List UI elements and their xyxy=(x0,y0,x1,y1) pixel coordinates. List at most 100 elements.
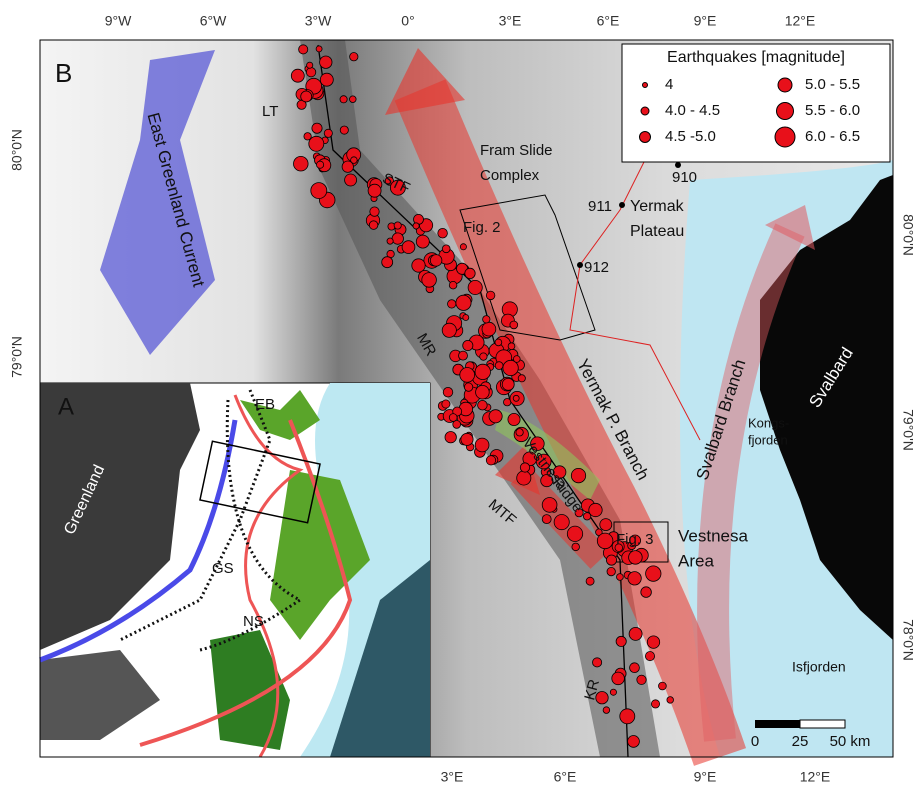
axis-label: 3°W xyxy=(305,13,332,29)
earthquake xyxy=(345,174,357,186)
earthquake xyxy=(317,161,324,168)
earthquake xyxy=(301,91,312,102)
earthquake xyxy=(630,663,640,673)
earthquake xyxy=(518,375,525,382)
earthquake xyxy=(442,245,450,253)
earthquake xyxy=(350,96,357,103)
earthquake xyxy=(449,414,457,422)
earthquake xyxy=(340,126,348,134)
axis-label: 12°E xyxy=(785,13,816,29)
earthquake xyxy=(483,316,490,323)
earthquake xyxy=(486,456,495,465)
earthquake xyxy=(299,45,308,54)
earthquake xyxy=(586,577,594,585)
earthquake xyxy=(516,429,523,436)
station-label: 910 xyxy=(672,169,697,186)
axis-label: 80°0'N xyxy=(9,129,25,171)
earthquake xyxy=(387,238,393,244)
earthquake xyxy=(402,241,415,254)
earthquake xyxy=(460,368,475,383)
earthquake xyxy=(351,157,358,164)
earthquake xyxy=(554,515,569,530)
earthquake xyxy=(637,675,646,684)
earthquake xyxy=(291,69,304,82)
legend-label: 4.5 -5.0 xyxy=(665,128,716,145)
earthquake xyxy=(513,356,520,363)
earthquake xyxy=(647,636,659,648)
earthquake xyxy=(324,129,332,137)
axis-label: 9°W xyxy=(105,13,132,29)
map-label: fjorden xyxy=(748,432,788,447)
earthquake xyxy=(659,682,667,690)
earthquake xyxy=(517,471,531,485)
inset-label: EB xyxy=(255,396,275,413)
earthquake xyxy=(430,255,442,267)
earthquake xyxy=(489,410,502,423)
earthquake xyxy=(610,689,616,695)
legend-label: 4.0 - 4.5 xyxy=(665,102,720,119)
axis-label: 3°E xyxy=(441,769,464,785)
inset: A EB Greenland GS NS xyxy=(40,383,430,757)
inset-label: GS xyxy=(212,560,234,577)
map-label: Isfjorden xyxy=(792,659,846,675)
figure: 910 911 912 A EB Greenland GS NS B Earth… xyxy=(0,0,923,797)
earthquake xyxy=(368,184,381,197)
earthquake xyxy=(465,268,475,278)
earthquake xyxy=(628,736,640,748)
earthquake xyxy=(445,432,456,443)
axis-label: 6°W xyxy=(200,13,227,29)
inset-label: NS xyxy=(243,613,264,630)
earthquake xyxy=(392,233,403,244)
earthquake xyxy=(307,62,313,68)
legend-symbol xyxy=(643,83,648,88)
earthquake xyxy=(645,652,654,661)
map-label: Fig. 3 xyxy=(616,531,654,548)
axis-label: 0° xyxy=(401,13,414,29)
earthquake xyxy=(495,339,502,346)
earthquake xyxy=(413,223,419,229)
earthquake xyxy=(456,295,471,310)
earthquake xyxy=(641,587,652,598)
legend-label: 6.0 - 6.5 xyxy=(805,128,860,145)
earthquake xyxy=(443,387,453,397)
earthquake xyxy=(350,53,358,61)
earthquake xyxy=(475,364,490,379)
earthquake xyxy=(463,315,469,321)
earthquake xyxy=(629,627,642,640)
earthquake xyxy=(476,385,490,399)
map-label: Yermak xyxy=(630,198,685,215)
earthquake xyxy=(513,395,519,401)
legend-label: 4 xyxy=(665,76,673,93)
earthquake xyxy=(311,183,327,199)
earthquake xyxy=(316,46,322,52)
legend-label: 5.5 - 6.0 xyxy=(805,102,860,119)
scale-label: 0 xyxy=(751,733,759,750)
panel-label: A xyxy=(58,393,74,420)
legend: Earthquakes [magnitude] 4 4.0 - 4.5 4.5 -5… xyxy=(622,44,890,162)
legend-title: Earthquakes [magnitude] xyxy=(667,49,845,66)
earthquake xyxy=(475,438,489,452)
map-label: Fram Slide xyxy=(480,142,553,159)
earthquake xyxy=(394,222,401,229)
earthquake xyxy=(448,300,456,308)
earthquake xyxy=(542,515,551,524)
map-label: Fig. 2 xyxy=(463,219,501,236)
earthquake xyxy=(412,259,425,272)
station-label: 911 xyxy=(588,198,612,215)
scale-seg xyxy=(800,720,845,728)
earthquake xyxy=(464,383,472,391)
axis-label: 6°E xyxy=(554,769,577,785)
map-label: Area xyxy=(678,551,714,570)
legend-symbol xyxy=(778,78,792,92)
earthquake xyxy=(603,707,610,714)
earthquake xyxy=(478,400,488,410)
axis-label: 12°E xyxy=(800,769,831,785)
map-label: Kongs- xyxy=(748,415,789,430)
earthquake xyxy=(438,228,448,238)
earthquake xyxy=(593,658,602,667)
scale-label: 25 xyxy=(792,733,809,750)
earthquake xyxy=(294,156,309,171)
earthquake xyxy=(382,257,393,268)
axis-label: 79°0'N xyxy=(900,409,916,451)
earthquake xyxy=(482,322,496,336)
